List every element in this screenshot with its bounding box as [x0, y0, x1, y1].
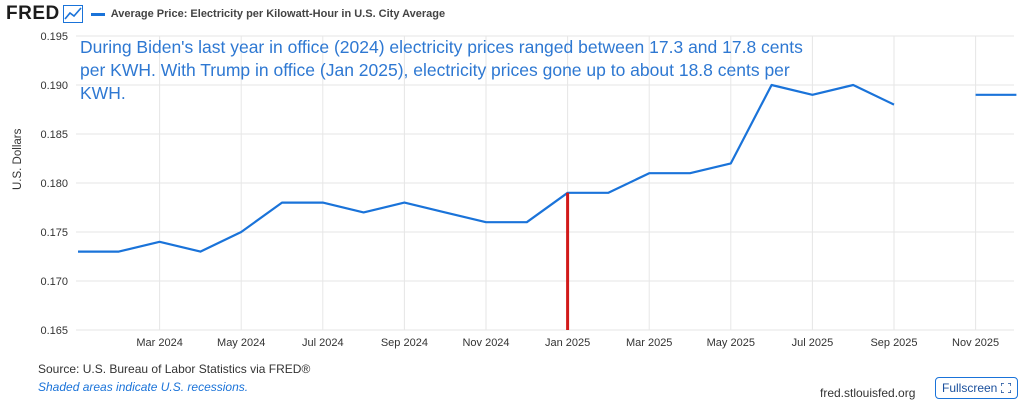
y-tick-label: 0.175 — [40, 227, 68, 239]
legend: Average Price: Electricity per Kilowatt-… — [90, 8, 446, 20]
series-line — [78, 83, 895, 253]
y-tick-label: 0.190 — [40, 80, 68, 92]
x-tick-label: Sep 2024 — [381, 337, 428, 349]
fred-logo[interactable]: FRED — [6, 3, 60, 24]
fullscreen-button[interactable]: Fullscreen — [935, 377, 1019, 399]
x-tick-label: Nov 2024 — [462, 337, 509, 349]
chart-header: FRED Average Price: Electricity per Kilo… — [6, 3, 445, 25]
site-url[interactable]: fred.stlouisfed.org — [820, 386, 916, 400]
line-chart-icon — [62, 5, 83, 23]
annotation-text-line: per KWH. With Trump in office (Jan 2025)… — [80, 60, 790, 80]
annotation-text-line: KWH. — [80, 83, 126, 103]
y-tick-label: 0.180 — [40, 178, 68, 190]
x-tick-label: Jan 2025 — [545, 337, 590, 349]
legend-label: Average Price: Electricity per Kilowatt-… — [110, 8, 446, 20]
y-tick-label: 0.195 — [40, 31, 68, 43]
y-tick-label: 0.170 — [40, 276, 68, 288]
annotation-text-line: During Biden's last year in office (2024… — [80, 37, 803, 57]
x-tick-label: May 2024 — [217, 337, 265, 349]
x-tick-label: Mar 2025 — [626, 337, 672, 349]
y-tick-label: 0.165 — [40, 325, 68, 337]
recession-note: Shaded areas indicate U.S. recessions. — [38, 380, 249, 394]
x-tick-label: Jul 2025 — [792, 337, 834, 349]
legend-swatch — [90, 12, 105, 16]
y-tick-label: 0.185 — [40, 129, 68, 141]
x-tick-label: Nov 2025 — [952, 337, 999, 349]
x-tick-label: Jul 2024 — [302, 337, 344, 349]
x-tick-label: May 2025 — [707, 337, 755, 349]
source-note: Source: U.S. Bureau of Labor Statistics … — [38, 362, 311, 376]
x-tick-label: Sep 2025 — [870, 337, 917, 349]
expand-icon — [1001, 383, 1012, 393]
x-tick-label: Mar 2024 — [136, 337, 182, 349]
fullscreen-label: Fullscreen — [942, 381, 998, 395]
